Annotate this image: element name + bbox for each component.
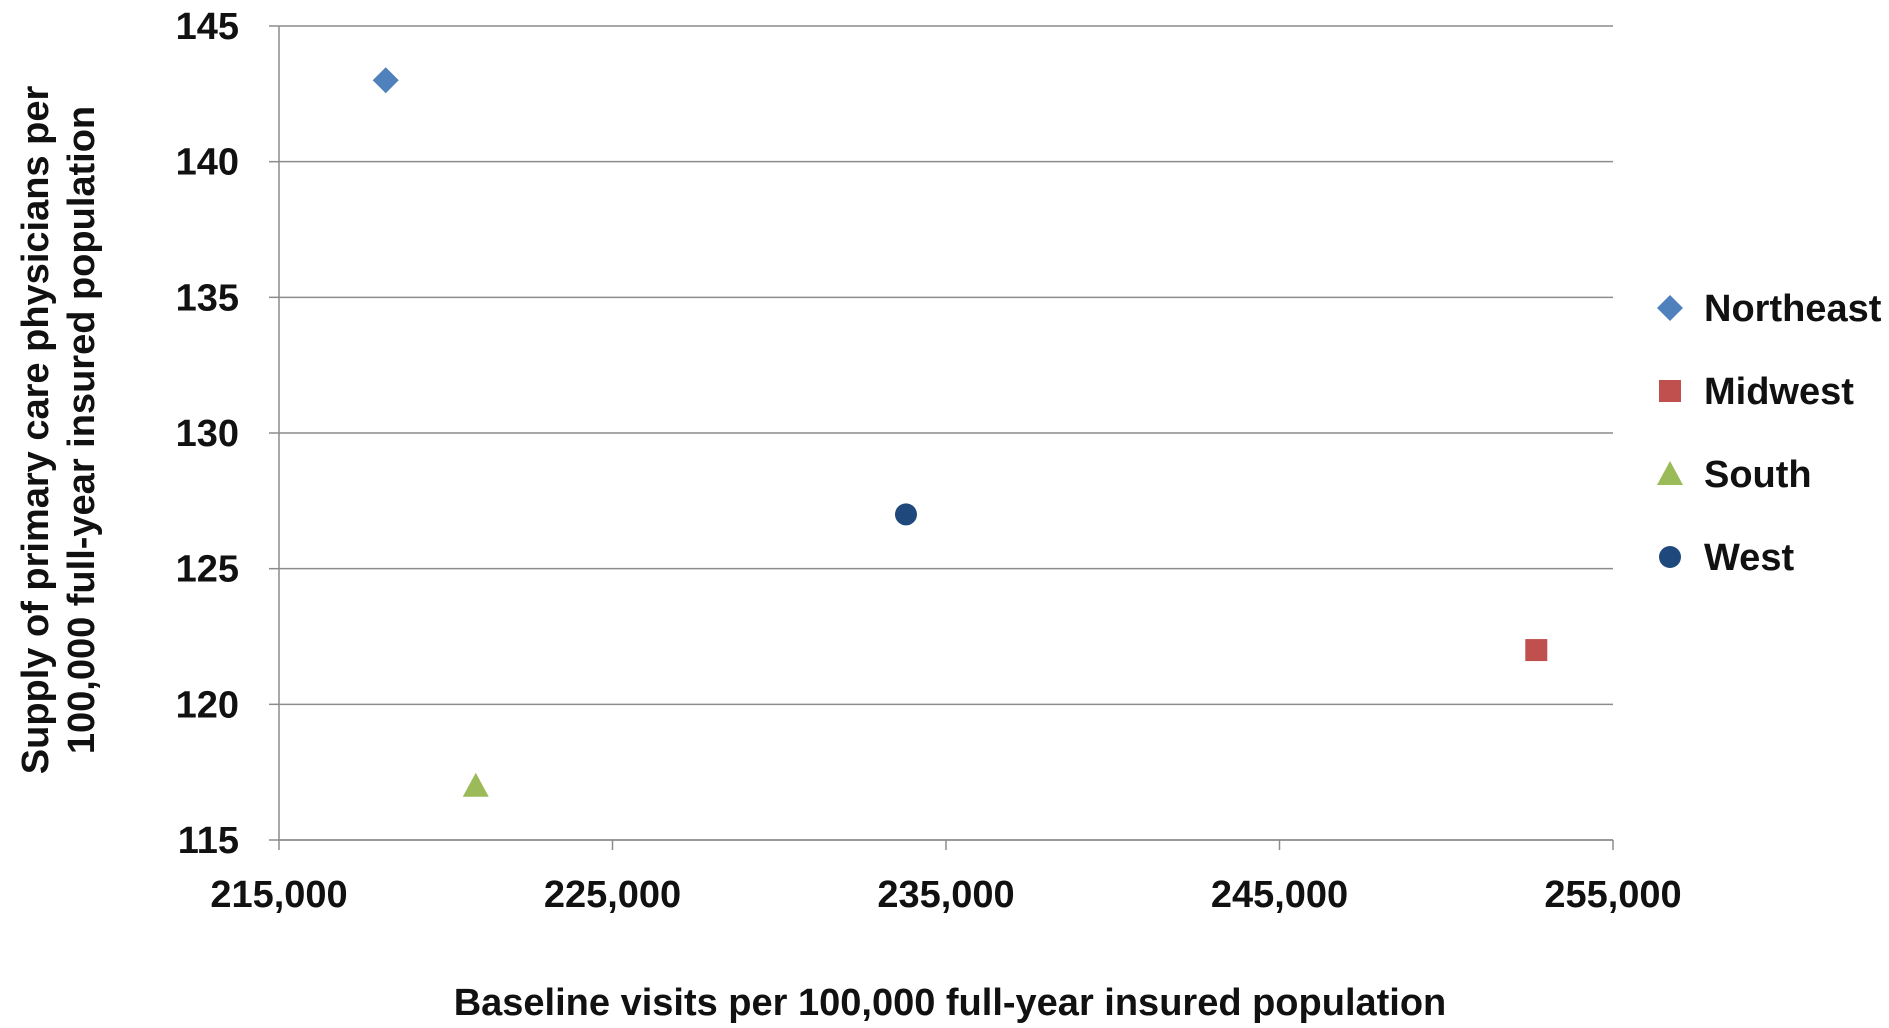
legend-item-south: South <box>1657 454 1812 496</box>
legend-marker-northeast <box>1657 295 1683 321</box>
legend-label-west: West <box>1704 537 1794 579</box>
y-tick-label: 140 <box>176 142 239 184</box>
data-point-northeast <box>372 67 399 94</box>
axes <box>269 25 1614 850</box>
tick-labels: 115 120 125 130 135 140 145 215,000 225,000 235,0… <box>176 6 1682 916</box>
legend-label-midwest: Midwest <box>1704 371 1854 413</box>
x-axis-title: Baseline visits per 100,000 full-year in… <box>454 982 1447 1023</box>
legend-label-northeast: Northeast <box>1704 288 1882 330</box>
legend-marker-south <box>1657 461 1683 485</box>
y-tick-label: 120 <box>176 684 239 726</box>
y-axis-title-line: 100,000 full-year insured population <box>61 106 103 754</box>
x-tick-label: 245,000 <box>1211 874 1348 916</box>
x-tick-label: 235,000 <box>877 874 1014 916</box>
data-point-west <box>894 503 917 526</box>
data-point-south <box>462 772 489 797</box>
legend-marker-midwest <box>1659 380 1681 402</box>
gridlines <box>279 25 1613 841</box>
y-tick-label: 115 <box>178 820 239 862</box>
y-axis-title: Supply of primary care physicians per 100… <box>15 86 103 775</box>
x-tick-label: 225,000 <box>544 874 681 916</box>
y-tick-label: 135 <box>176 277 239 319</box>
legend-item-west: West <box>1659 537 1794 579</box>
legend: Northeast Midwest South West <box>1657 288 1882 579</box>
y-tick-label: 130 <box>176 413 239 455</box>
y-tick-label: 125 <box>176 549 239 591</box>
data-point-midwest <box>1525 639 1548 662</box>
data-points <box>372 67 1548 797</box>
legend-label-south: South <box>1704 454 1812 496</box>
legend-marker-west <box>1659 546 1681 568</box>
y-tick-label: 145 <box>176 6 239 48</box>
x-tick-label: 255,000 <box>1544 874 1681 916</box>
x-tick-label: 215,000 <box>210 874 347 916</box>
legend-item-northeast: Northeast <box>1657 288 1882 330</box>
legend-item-midwest: Midwest <box>1659 371 1854 413</box>
y-axis-title-line: Supply of primary care physicians per <box>15 86 57 775</box>
